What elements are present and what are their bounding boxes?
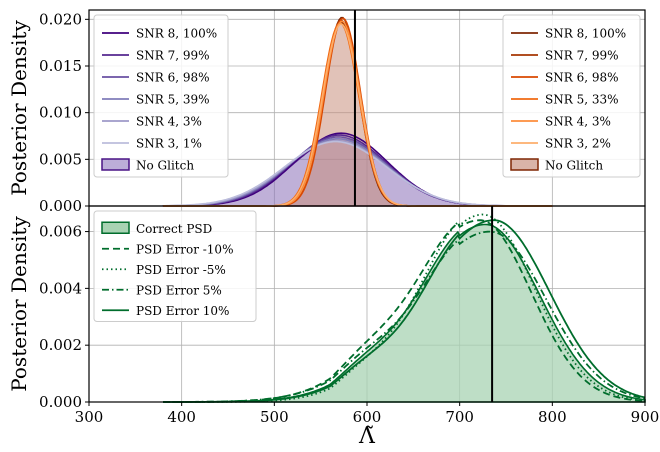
y-tick-label: 0.005 (39, 150, 82, 168)
legend-right-patch (510, 158, 539, 171)
legend-left-label: SNR 5, 39% (136, 93, 210, 107)
legends: SNR 8, 100% SNR 7, 99% SNR 6, 98% SNR 5, 39… (93, 14, 641, 322)
density-line-green (163, 219, 646, 403)
legend-left-patch (101, 158, 130, 171)
curves-bottom (163, 213, 646, 403)
legend-right-label: SNR 5, 33% (545, 93, 619, 107)
y-tick-label: 0.006 (39, 223, 82, 241)
legend-left-label: SNR 4, 3% (136, 115, 202, 129)
legend-bottom-label: PSD Error 5% (136, 283, 222, 297)
y-tick-label: 0.002 (39, 336, 82, 354)
y-tick-label: 0.010 (39, 104, 82, 122)
legend-left-label: SNR 7, 99% (136, 49, 210, 63)
legend-bottom-box (93, 210, 257, 322)
y-tick-label: 0.015 (39, 57, 82, 75)
legend-bottom-patch (101, 221, 130, 234)
legend-bottom-label: Correct PSD (136, 222, 212, 236)
legend-right-label: SNR 4, 3% (545, 115, 611, 129)
legend-right-label: No Glitch (545, 159, 603, 173)
y-tick-label: 0.004 (39, 279, 82, 297)
x-axis-label: Λ̃ (358, 424, 376, 449)
legend-left-label: No Glitch (136, 159, 194, 173)
legend-right-label: SNR 7, 99% (545, 49, 619, 63)
x-tick-label: 400 (167, 408, 196, 426)
y-axis-label-top: Posterior Density (7, 20, 31, 196)
legend-right-label: SNR 6, 98% (545, 71, 619, 85)
x-tick-label: 500 (260, 408, 289, 426)
tick-labels: 0.000 0.005 0.010 0.015 0.020 0.000 0.002 0.004… (39, 10, 659, 426)
legend-bottom-label: PSD Error -5% (136, 263, 226, 277)
legend-left-label: SNR 8, 100% (136, 27, 217, 41)
x-tick-label: 600 (353, 408, 382, 426)
x-tick-label: 800 (538, 408, 567, 426)
legend-left-label: SNR 6, 98% (136, 71, 210, 85)
legend-bottom-label: PSD Error -10% (136, 242, 233, 256)
legend-bottom-label: PSD Error 10% (136, 304, 229, 318)
x-tick-label: 700 (445, 408, 474, 426)
reference-lines (353, 10, 494, 402)
axis-labels: Posterior Density Posterior Density Λ̃ (7, 20, 376, 449)
y-tick-label: 0.000 (39, 197, 82, 215)
legend-left-label: SNR 3, 1% (136, 137, 202, 151)
y-axis-label-bottom: Posterior Density (7, 216, 31, 392)
legend-right-label: SNR 3, 2% (545, 137, 611, 151)
x-tick-label: 300 (75, 408, 104, 426)
y-tick-label: 0.000 (39, 393, 82, 411)
x-tick-label: 900 (631, 408, 660, 426)
y-tick-label: 0.020 (39, 10, 82, 28)
legend-right-label: SNR 8, 100% (545, 27, 626, 41)
density-line-green (163, 230, 646, 403)
